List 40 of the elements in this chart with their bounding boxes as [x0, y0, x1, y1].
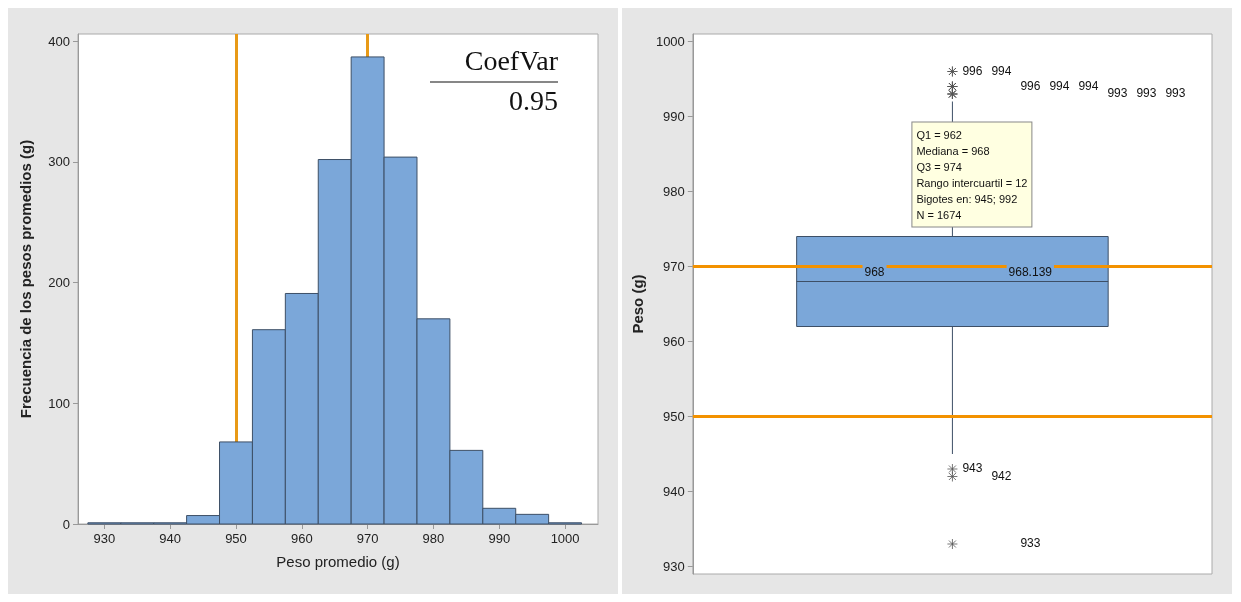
y-tick-label: 970: [663, 259, 685, 274]
annotation: 994: [1049, 78, 1070, 93]
annotation: 993: [1136, 86, 1157, 100]
annotation: 994: [1078, 78, 1099, 93]
annotation: 996: [962, 63, 983, 78]
annotation: 994: [991, 63, 1012, 78]
annotation: 993: [1107, 86, 1128, 100]
y-axis-title: Frecuencia de los pesos promedios (g): [17, 139, 34, 419]
y-tick-label: 960: [663, 334, 685, 349]
annotation: 968: [864, 264, 885, 279]
y-tick-label: 980: [663, 184, 685, 199]
y-tick-label: 950: [663, 409, 685, 424]
y-tick-label: 940: [663, 484, 685, 499]
annotation: 993: [1165, 86, 1186, 100]
x-tick-label: 980: [422, 531, 445, 546]
y-axis-title: Peso (g): [629, 274, 646, 334]
x-tick-label: 1000: [550, 531, 580, 546]
annotation: 968.139: [1008, 264, 1053, 279]
annotation: 943: [962, 461, 983, 475]
x-tick-label: 970: [356, 531, 379, 546]
x-tick-label: 940: [159, 531, 181, 546]
x-tick-label: 960: [290, 531, 313, 546]
annotation: Q1 = 962 Mediana = 968 Q3 = 974 Rango intercuartil = 12 Bigotes en: 945; 992 N = 1674: [916, 128, 1028, 221]
y-tick-label: 100: [48, 395, 70, 411]
y-tick-label: 1000: [655, 34, 685, 49]
annotation: 933: [1020, 536, 1041, 550]
x-tick-label: 930: [93, 531, 116, 546]
y-tick-label: 200: [48, 275, 70, 291]
y-tick-label: 930: [663, 559, 685, 574]
y-tick-label: 300: [48, 154, 70, 170]
y-tick-label: 990: [663, 109, 685, 124]
annotation: 996: [1020, 78, 1041, 93]
y-tick-label: 0: [62, 516, 70, 532]
annotation: 942: [991, 468, 1012, 483]
x-tick-label: 990: [488, 531, 511, 546]
x-tick-label: 950: [225, 531, 247, 546]
y-tick-label: 400: [48, 33, 70, 49]
x-axis-title: Peso promedio (g): [276, 553, 400, 570]
annotation: 0.95: [509, 84, 558, 116]
annotation: CoefVar: [464, 44, 559, 76]
